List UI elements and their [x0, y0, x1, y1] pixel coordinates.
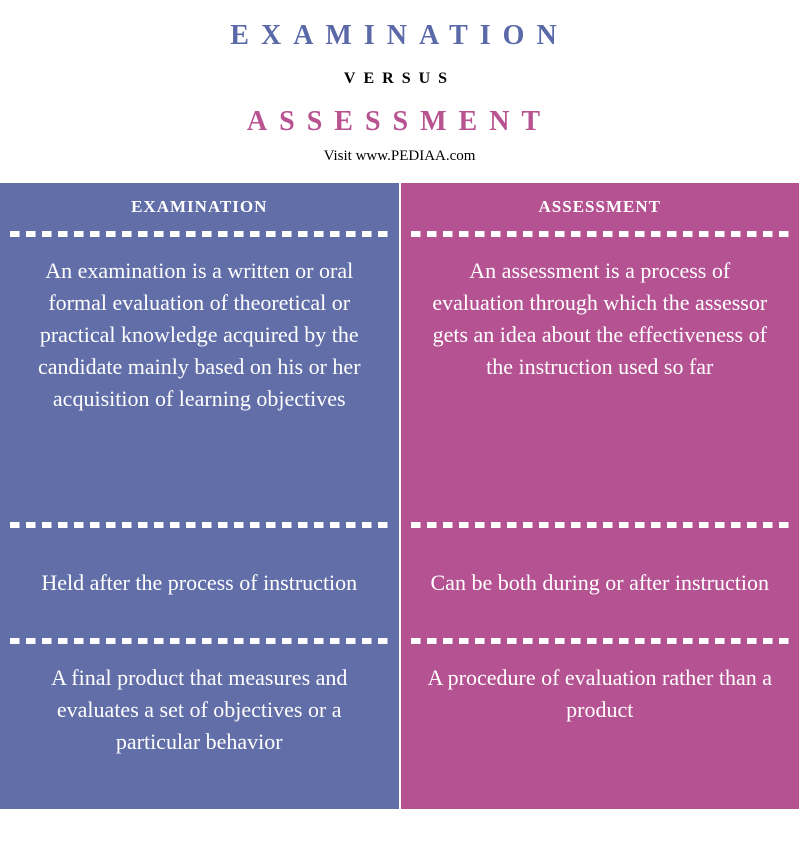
title-examination: EXAMINATION — [0, 20, 799, 52]
cell-left-3: A final product that measures and evalua… — [0, 644, 399, 809]
column-examination: EXAMINATION An examination is a written … — [0, 183, 401, 809]
cell-left-1: An examination is a written or oral form… — [0, 237, 399, 522]
column-header-right: ASSESSMENT — [401, 183, 799, 231]
title-assessment: ASSESSMENT — [0, 106, 799, 138]
column-header-left: EXAMINATION — [0, 183, 399, 231]
versus-label: VERSUS — [0, 70, 799, 88]
cell-right-3: A procedure of evaluation rather than a … — [401, 644, 799, 809]
visit-link: Visit www.PEDIAA.com — [0, 148, 799, 165]
comparison-table: EXAMINATION An examination is a written … — [0, 183, 799, 809]
cell-right-1: An assessment is a process of evaluation… — [401, 237, 799, 522]
header: EXAMINATION VERSUS ASSESSMENT Visit www.… — [0, 0, 799, 183]
cell-left-2: Held after the process of instruction — [0, 528, 399, 638]
column-assessment: ASSESSMENT An assessment is a process of… — [401, 183, 799, 809]
cell-right-2: Can be both during or after instruction — [401, 528, 799, 638]
